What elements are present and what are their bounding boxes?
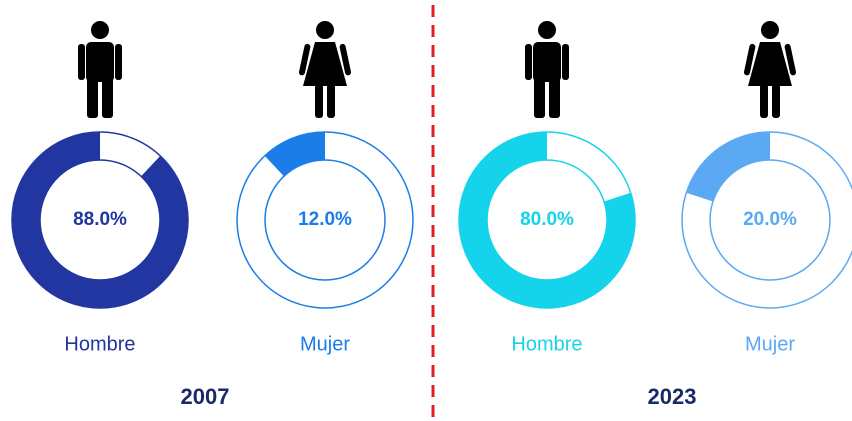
category-label: Hombre <box>64 333 135 355</box>
woman-icon <box>298 21 352 118</box>
donut-segment <box>686 132 770 202</box>
value-label: 88.0% <box>73 209 127 230</box>
donut-segment <box>264 132 325 177</box>
woman-icon <box>743 21 797 118</box>
value-label: 12.0% <box>298 209 352 230</box>
donut-segment <box>12 132 188 308</box>
year-label: 2023 <box>648 384 697 409</box>
category-label: Mujer <box>300 333 350 355</box>
category-label: Hombre <box>511 333 582 355</box>
value-label: 80.0% <box>520 209 574 230</box>
year-label: 2007 <box>181 384 230 409</box>
man-icon <box>525 21 569 118</box>
value-label: 20.0% <box>743 209 797 230</box>
donut-segment <box>459 132 635 308</box>
category-label: Mujer <box>745 333 795 355</box>
man-icon <box>78 21 122 118</box>
